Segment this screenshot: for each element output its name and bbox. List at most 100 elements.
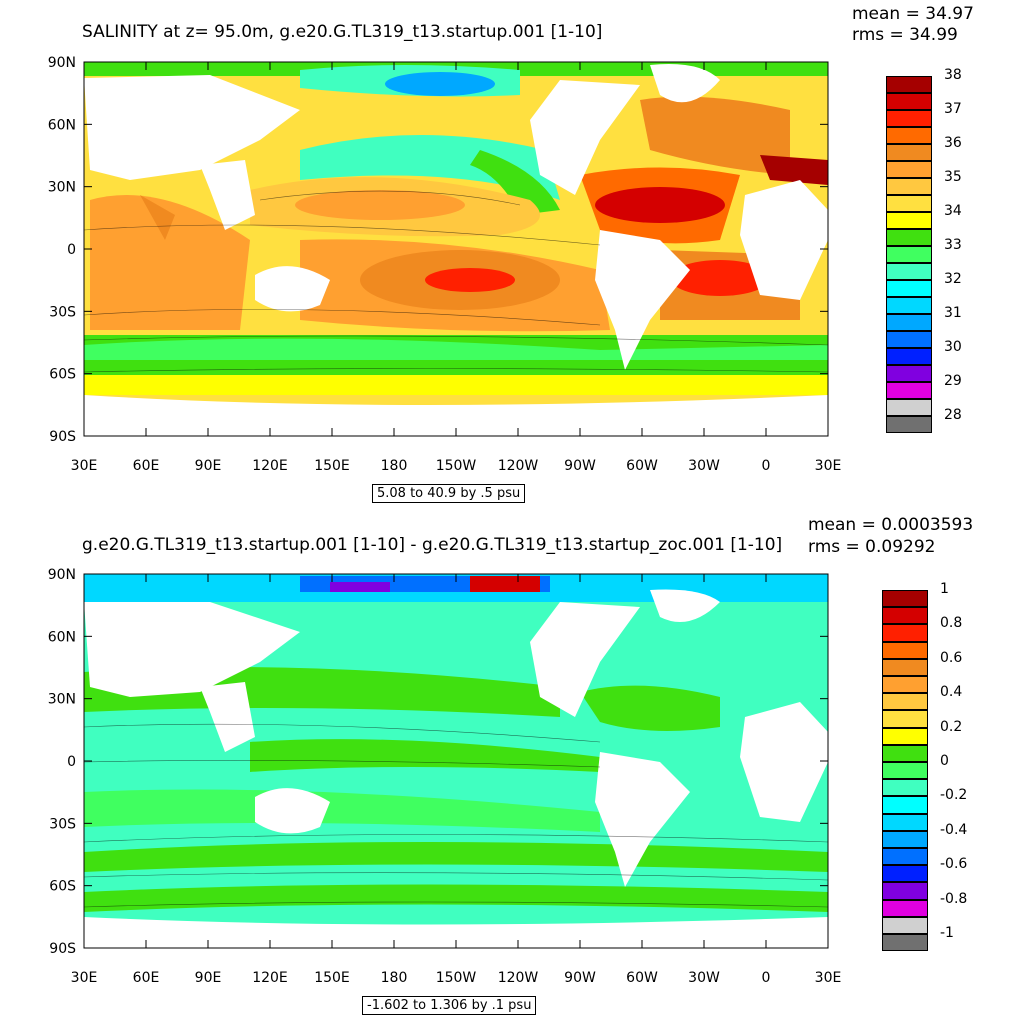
colorbar-swatch [886,246,932,263]
panel1-axis-ticks: 90N 60N 30N 0 30S 60S 90S 30E 60E 90E 120E 150E 180 1… [48,55,842,474]
panel1-contours [83,190,829,373]
lat-label: 60N [48,629,76,645]
lat-label: 30S [49,816,76,832]
colorbar-label: 30 [944,339,962,355]
lon-label: 180 [381,970,408,986]
lon-label: 120E [252,970,288,986]
lon-label: 30W [688,458,720,474]
colorbar-swatch [886,280,932,297]
panel1-ocean-field [84,62,828,436]
colorbar-label: -1 [940,925,954,941]
colorbar-swatch [886,297,932,314]
lon-label: 0 [762,458,771,474]
colorbar-label: 38 [944,67,962,83]
colorbar-swatch [886,161,932,178]
colorbar-swatch [886,348,932,365]
lat-label: 60N [48,117,76,133]
lat-label: 90N [48,567,76,583]
colorbar-label: 0.2 [940,718,963,735]
colorbar-swatch [882,882,928,900]
lon-label: 60E [133,458,160,474]
panel1-contour-info: 5.08 to 40.9 by .5 psu [372,484,526,503]
colorbar-swatch [882,848,928,866]
colorbar-label: 0 [940,753,949,769]
colorbar-swatch [886,365,932,382]
lon-label: 30W [688,970,720,986]
lon-label: 60W [626,970,658,986]
lon-label: 30E [815,458,842,474]
lat-label: 0 [67,242,76,258]
lat-label: 90N [48,55,76,71]
colorbar-swatch [882,779,928,797]
lon-label: 150E [314,458,350,474]
colorbar-swatch [886,76,932,93]
panel2-ocean-field [84,574,828,948]
colorbar-swatch [886,399,932,416]
colorbar-label: 28 [944,407,962,423]
colorbar-label: 34 [944,203,962,219]
lon-label: 60E [133,970,160,986]
colorbar-label: 0.4 [940,684,963,701]
panel2-axis-ticks: 90N 60N 30N 0 30S 60S 90S 30E 60E 90E 120E 150E 180 1… [48,567,842,986]
colorbar-label: 29 [944,373,962,389]
lon-label: 60W [626,458,658,474]
colorbar-swatch [882,934,928,952]
lon-label: 30E [71,970,98,986]
lon-label: 90W [564,970,596,986]
colorbar-swatch [882,762,928,780]
lat-label: 60S [49,367,76,383]
colorbar-swatch [886,212,932,229]
colorbar-label: -0.6 [940,856,968,873]
colorbar-swatch [886,314,932,331]
lon-label: 120W [498,458,539,474]
panel2-mean: mean = 0.0003593 [808,515,974,535]
panel2-title: g.e20.G.TL319_t13.startup.001 [1-10] - g… [82,535,783,555]
colorbar-swatch [882,641,928,659]
lat-label: 30N [48,180,76,196]
colorbar-swatch [882,658,928,676]
lon-label: 150E [314,970,350,986]
colorbar-swatch [882,727,928,745]
colorbar-label: 35 [944,169,962,185]
colorbar-swatch [886,144,932,161]
colorbar-swatch [882,813,928,831]
colorbar-swatch [886,229,932,246]
colorbar-label: 36 [944,135,962,151]
colorbar-swatch [882,710,928,728]
colorbar-label: -0.4 [940,821,968,838]
colorbar-swatch [882,607,928,625]
colorbar-swatch [882,796,928,814]
colorbar-swatch [886,263,932,280]
lon-label: 90E [195,970,222,986]
colorbar-label: 31 [944,305,962,321]
lon-label: 90E [195,458,222,474]
colorbar-swatch [882,899,928,917]
colorbar-swatch [882,865,928,883]
colorbar-label: 0.6 [940,649,963,666]
panel2-contour-info: -1.602 to 1.306 by .1 psu [362,996,537,1015]
colorbar-swatch [886,382,932,399]
colorbar-label: -0.8 [940,890,968,907]
lon-label: 30E [815,970,842,986]
colorbar-swatch [882,693,928,711]
lat-label: 30N [48,692,76,708]
colorbar-swatch [886,416,932,433]
lat-label: 90S [49,941,76,957]
lon-label: 180 [381,458,408,474]
colorbar-label: -0.2 [940,787,968,804]
colorbar-swatch [886,110,932,127]
colorbar-label: 37 [944,101,962,117]
colorbar-swatch [882,916,928,934]
colorbar-label: 32 [944,271,962,287]
panel1-title: SALINITY at z= 95.0m, g.e20.G.TL319_t13.… [82,22,603,42]
colorbar-swatch [882,830,928,848]
colorbar-label: 1 [940,581,949,597]
lat-label: 30S [49,304,76,320]
lon-label: 90W [564,458,596,474]
panel2-contours [83,723,829,908]
colorbar-swatch [882,744,928,762]
colorbar-swatch [886,127,932,144]
lon-label: 150W [436,970,477,986]
lon-label: 150W [436,458,477,474]
colorbar-swatch [886,93,932,110]
